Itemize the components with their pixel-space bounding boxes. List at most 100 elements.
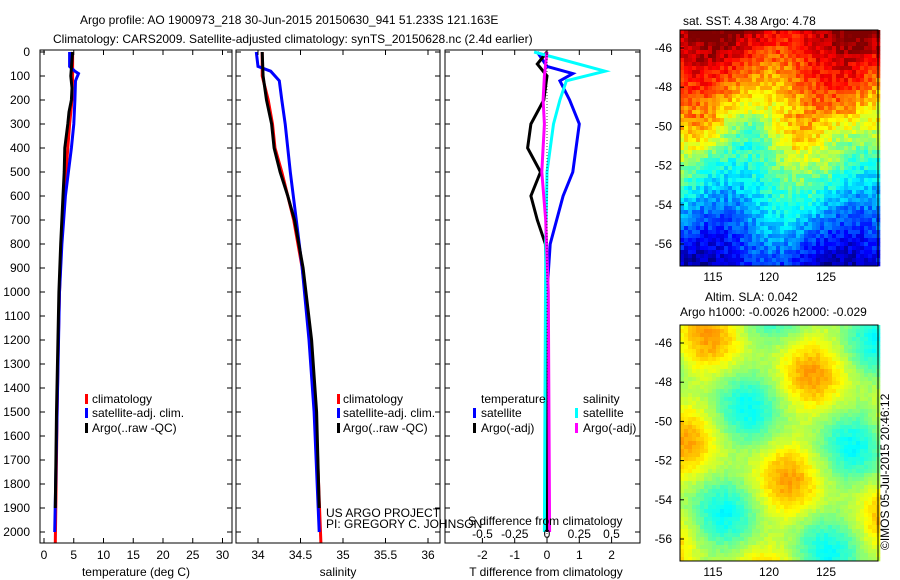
legend-swatch-argo <box>85 423 88 433</box>
legend-label-t-sat: satellite <box>481 406 522 420</box>
x2-tick-label: 0 <box>544 527 551 541</box>
sla-map: -46 -48 -50 -52 -54 -56 115 120 125 <box>655 324 881 579</box>
lon-tick-label: 125 <box>816 270 836 284</box>
legend-swatch-t-argo <box>473 423 476 433</box>
x-tick-label: 2 <box>608 548 615 562</box>
map-frame <box>679 29 879 267</box>
x-tick-label: 34.5 <box>289 548 313 562</box>
legend-label-s-sat: satellite <box>583 406 624 420</box>
x2-tick-label: -0.25 <box>501 527 529 541</box>
depth-tick-label: 600 <box>10 189 30 203</box>
profile-panel-1: 34 34.5 35 35.5 36 <box>235 49 441 562</box>
depth-tick-label: 900 <box>10 261 30 275</box>
series-line-s-argo-adj- <box>540 51 552 533</box>
x-tick-label: 36 <box>421 548 435 562</box>
x-tick-label: 0 <box>41 548 48 562</box>
depth-tick-label: 200 <box>10 93 30 107</box>
lat-tick-label: -50 <box>655 119 673 133</box>
legend-heading-salinity: salinity <box>583 392 620 406</box>
lat-tick-label: -54 <box>655 493 673 507</box>
depth-tick-label: 0 <box>23 45 30 59</box>
depth-tick-label: 1600 <box>3 429 30 443</box>
depth-tick-label: 1700 <box>3 453 30 467</box>
x-tick-label: 0 <box>544 548 551 562</box>
depth-tick-label: 1800 <box>3 477 30 491</box>
sst-map: -46 -48 -50 -52 -54 -56 115 120 125 <box>655 29 881 284</box>
s-diff-axis-label: S difference from climatology <box>468 514 623 528</box>
lat-tick-label: -48 <box>655 80 673 94</box>
temperature-axis-label: temperature (deg C) <box>82 565 190 579</box>
difference-legend: temperature salinity satellite Argo(-adj… <box>473 392 636 435</box>
legend-label-s-argo: Argo(-adj) <box>583 421 636 435</box>
legend-swatch-argo <box>337 423 340 433</box>
t-diff-axis-label: T difference from climatology <box>469 565 623 579</box>
x-tick-label: 15 <box>127 548 141 562</box>
sla-map-subtitle: Argo h1000: -0.0026 h2000: -0.029 <box>680 305 867 319</box>
profile-panel-2: -2 -1 0 1 2 -0.5 -0.25 0 0.25 0.5 <box>444 49 641 562</box>
x-tick-label: 1 <box>576 548 583 562</box>
x-tick-label: 34 <box>251 548 265 562</box>
legend-label-argo: Argo(..raw -QC) <box>92 421 177 435</box>
lat-tick-label: -48 <box>655 375 673 389</box>
plot-frame <box>39 49 233 544</box>
lat-tick-label: -52 <box>655 454 673 468</box>
x-tick-label: 35 <box>336 548 350 562</box>
depth-tick-label: 700 <box>10 213 30 227</box>
depth-tick-label: 400 <box>10 141 30 155</box>
temperature-legend: climatology satellite-adj. clim. Argo(..… <box>85 392 184 435</box>
lat-tick-label: -56 <box>655 532 673 546</box>
legend-label-clim: climatology <box>343 392 403 406</box>
title-line-2: Climatology: CARS2009. Satellite-adjuste… <box>53 32 533 46</box>
legend-swatch-s-sat <box>575 408 578 418</box>
lon-tick-label: 120 <box>759 565 779 579</box>
legend-label-sat: satellite-adj. clim. <box>92 406 184 420</box>
depth-tick-label: 2000 <box>3 525 30 539</box>
credit-pi: PI: GREGORY C. JOHNSON <box>326 517 482 531</box>
series-line-argo-raw-qc- <box>53 51 75 509</box>
lat-tick-label: -46 <box>655 336 673 350</box>
sla-map-title: Altim. SLA: 0.042 <box>705 290 798 304</box>
series-line-t-satellite <box>536 51 581 532</box>
series-line-satellite-adj-clim- <box>254 51 321 533</box>
depth-tick-label: 1900 <box>3 501 30 515</box>
lon-tick-label: 120 <box>759 270 779 284</box>
lat-tick-label: -52 <box>655 159 673 173</box>
credit-project: US ARGO PROJECT <box>326 506 441 520</box>
legend-label-t-argo: Argo(-adj) <box>481 421 534 435</box>
x-tick-label: 20 <box>156 548 170 562</box>
x2-tick-label: -0.5 <box>472 527 493 541</box>
lat-tick-label: -46 <box>655 41 673 55</box>
depth-tick-label: 1200 <box>3 333 30 347</box>
legend-swatch-s-argo <box>575 423 578 433</box>
depth-tick-label: 500 <box>10 165 30 179</box>
imos-stamp: ©IMOS 05-Jul-2015 20:46:12 <box>878 393 892 550</box>
lat-tick-label: -56 <box>655 237 673 251</box>
salinity-axis-label: salinity <box>320 565 357 579</box>
depth-tick-label: 800 <box>10 237 30 251</box>
legend-swatch-sat <box>337 408 340 418</box>
x-tick-label: -1 <box>509 548 520 562</box>
depth-tick-label: 300 <box>10 117 30 131</box>
title-line-1: Argo profile: AO 1900973_218 30-Jun-2015… <box>80 13 498 27</box>
x2-tick-label: 0.25 <box>568 527 592 541</box>
x-tick-label: 5 <box>70 548 77 562</box>
legend-swatch-clim <box>85 394 88 404</box>
x-tick-label: 35.5 <box>374 548 398 562</box>
legend-label-sat: satellite-adj. clim. <box>343 406 435 420</box>
legend-label-clim: climatology <box>92 392 152 406</box>
depth-tick-label: 1300 <box>3 357 30 371</box>
x2-tick-label: 0.5 <box>603 527 620 541</box>
salinity-legend: climatology satellite-adj. clim. Argo(..… <box>337 392 435 435</box>
lat-tick-label: -50 <box>655 414 673 428</box>
depth-tick-label: 1500 <box>3 405 30 419</box>
depth-tick-label: 1400 <box>3 381 30 395</box>
plot-frame <box>444 49 641 544</box>
legend-label-argo: Argo(..raw -QC) <box>343 421 428 435</box>
lon-tick-label: 115 <box>703 270 722 284</box>
x-tick-label: 10 <box>97 548 111 562</box>
depth-tick-label: 1000 <box>3 285 30 299</box>
plot-frame <box>235 49 441 544</box>
legend-swatch-sat <box>85 408 88 418</box>
lon-tick-label: 115 <box>703 565 722 579</box>
